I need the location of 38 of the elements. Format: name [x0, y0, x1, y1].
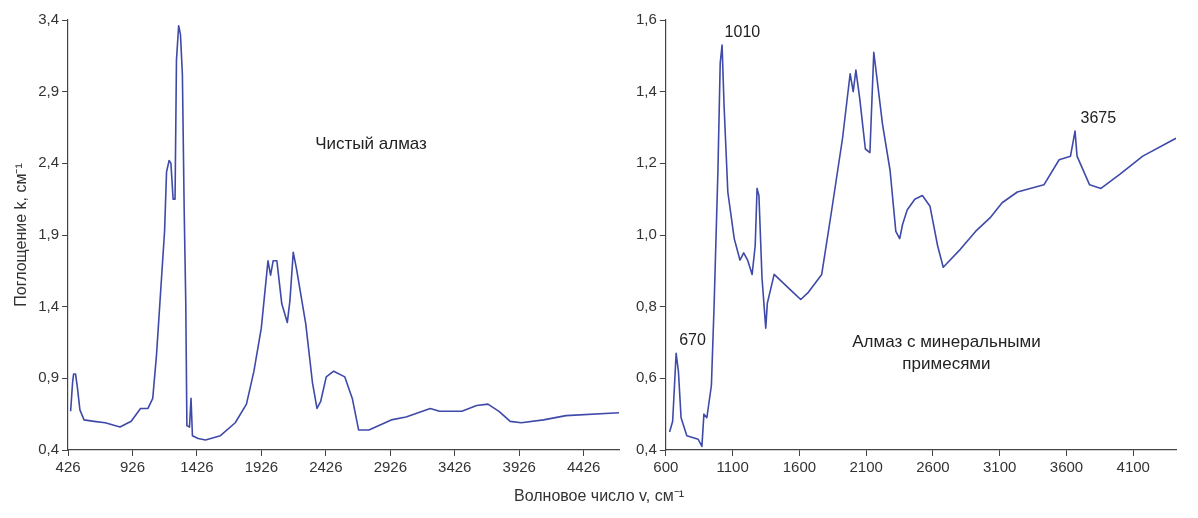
y-tick-label: 0,4 [635, 440, 657, 458]
y-tick-label: 1,6 [635, 10, 657, 28]
y-tick-label: 1,2 [635, 153, 657, 171]
y-tick-label: 1,4 [635, 81, 657, 99]
y-tick-label: 2,4 [38, 153, 60, 171]
x-tick-label: 1926 [244, 458, 279, 476]
x-tick-label: 426 [55, 458, 81, 476]
x-tick-label: 2100 [849, 458, 883, 476]
x-tick-label: 1426 [180, 458, 214, 476]
y-tick-label: 0,4 [38, 440, 60, 458]
x-tick-label: 2926 [373, 458, 408, 476]
y-tick-label: 3,4 [38, 10, 60, 28]
annotation: Алмаз с минеральными примесями [852, 331, 1041, 373]
x-tick-label: 1100 [716, 458, 749, 476]
y-tick-label: 1,0 [635, 225, 657, 243]
annotation: 670 [679, 331, 706, 349]
x-tick-label: 600 [653, 458, 679, 476]
x-tick-label: 3600 [1049, 458, 1084, 476]
x-tick-label: 2426 [309, 458, 343, 476]
x-tick-label: 926 [119, 458, 146, 476]
y-tick-label: 0,9 [38, 368, 60, 386]
x-axis-title: Волновое число v, см⁻¹ [513, 486, 685, 506]
y-tick-label: 1,4 [38, 296, 60, 314]
x-tick-label: 4426 [566, 458, 601, 476]
y-tick-label: 0,6 [635, 368, 657, 386]
y-tick-label: 1,9 [38, 225, 60, 243]
y-axis-title: Поглощение k, см⁻¹ [12, 163, 30, 307]
annotation: Чистый алмаз [315, 134, 428, 153]
x-tick-label: 3100 [983, 458, 1017, 476]
x-tick-label: 4100 [1116, 458, 1150, 476]
y-tick-label: 2,9 [38, 81, 60, 99]
x-tick-label: 3926 [502, 458, 536, 476]
annotation: 1010 [724, 23, 761, 41]
annotation: 3675 [1080, 109, 1117, 127]
x-tick-label: 1600 [782, 458, 817, 476]
x-tick-label: 2600 [916, 458, 950, 476]
y-tick-label: 0,8 [635, 296, 657, 314]
x-tick-label: 3426 [438, 458, 472, 476]
